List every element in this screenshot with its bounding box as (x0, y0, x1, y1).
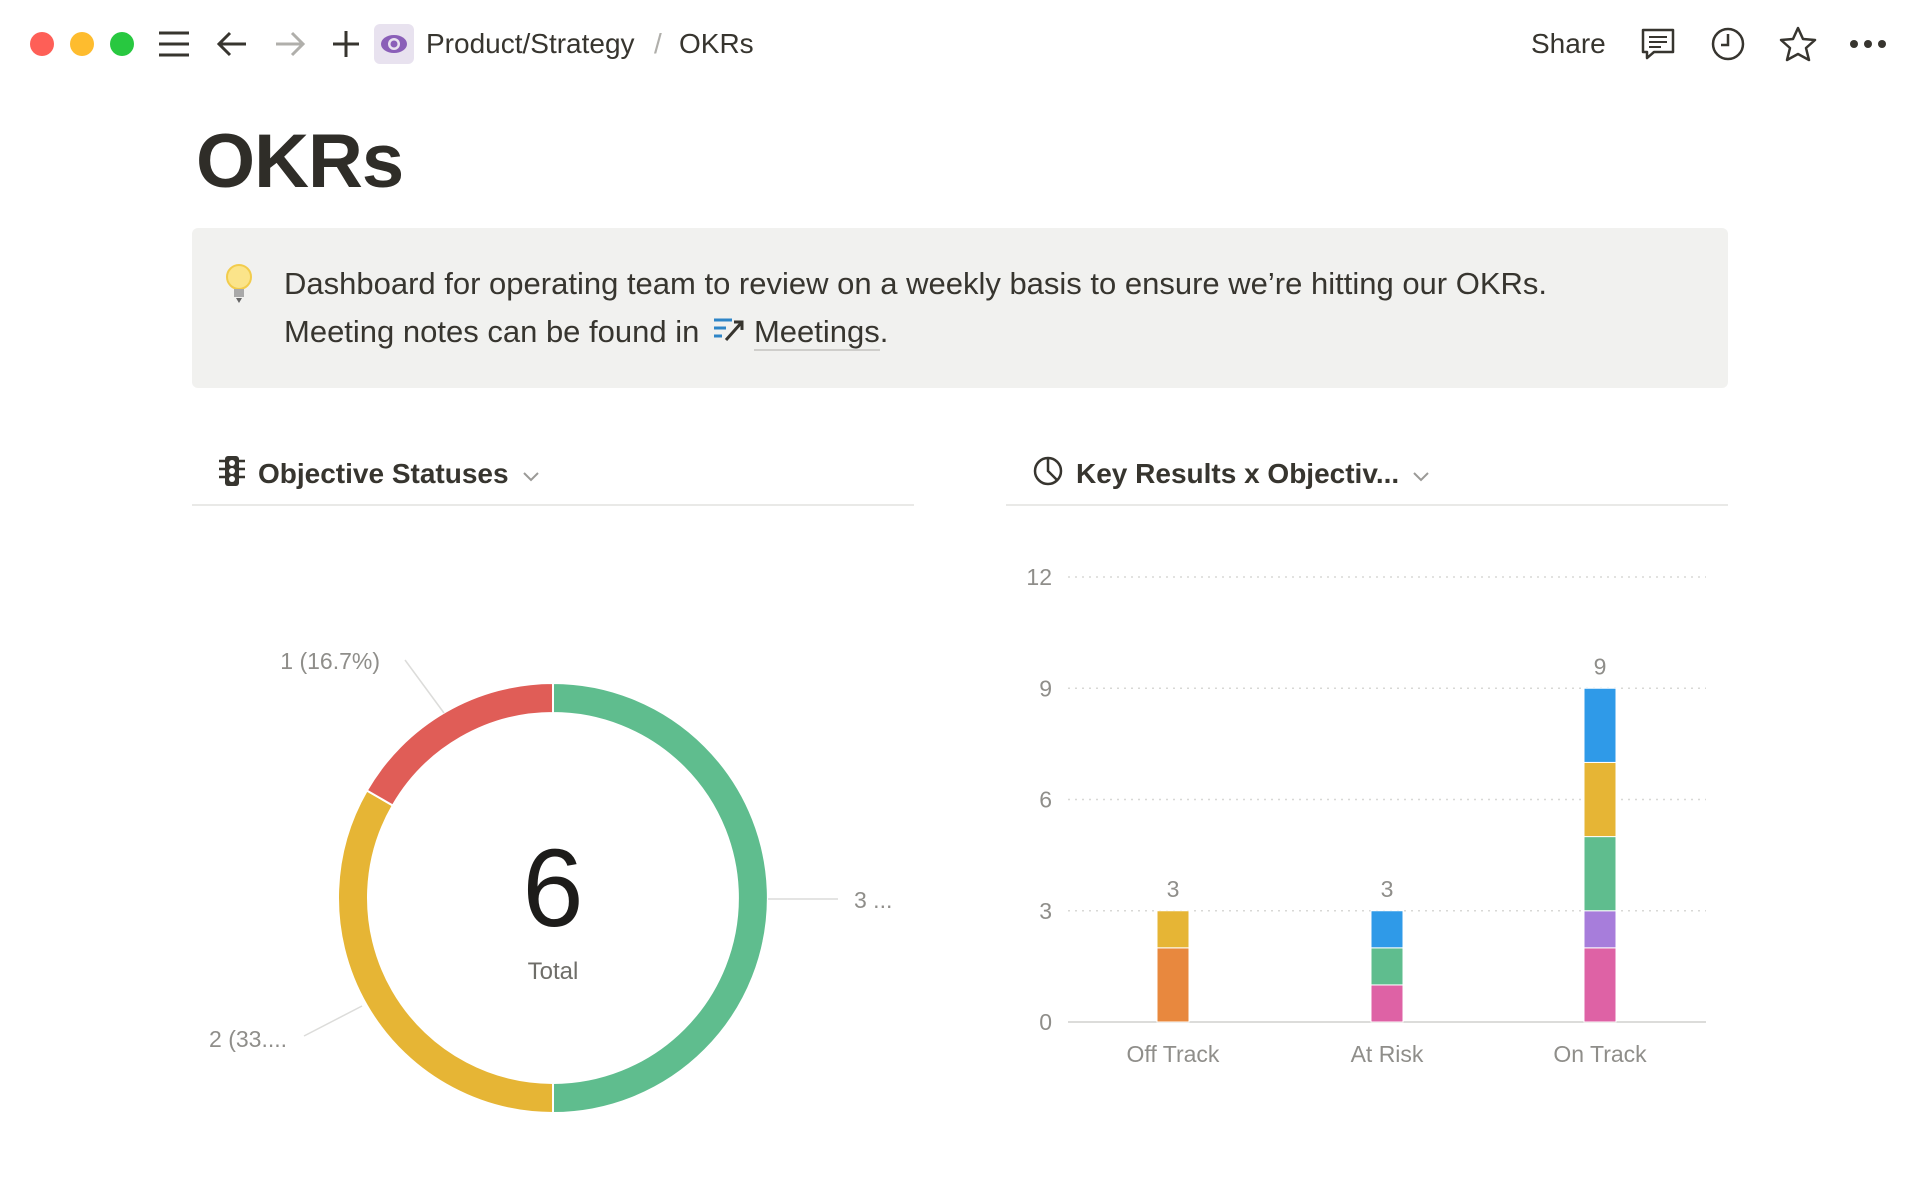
bar-segment[interactable] (1370, 984, 1404, 1023)
minimize-window-button[interactable] (70, 32, 94, 56)
breadcrumb-item-current[interactable]: OKRs (679, 28, 754, 59)
donut-total-value: 6 (522, 827, 583, 950)
back-arrow-icon[interactable] (212, 22, 252, 66)
slice-label: 3 ... (854, 887, 892, 913)
chevron-down-icon[interactable] (521, 458, 541, 490)
bar-segment[interactable] (1370, 947, 1404, 986)
bar-segment[interactable] (1156, 947, 1190, 1023)
y-tick-label: 0 (1039, 1009, 1052, 1035)
slice-label: 2 (33.... (209, 1026, 287, 1052)
y-tick-label: 6 (1039, 787, 1052, 813)
y-tick-label: 9 (1039, 675, 1052, 701)
comment-icon[interactable] (1638, 22, 1678, 66)
clock-icon[interactable] (1708, 22, 1748, 66)
forward-arrow-icon[interactable] (270, 22, 310, 66)
bar-total-label: 3 (1381, 876, 1394, 902)
page-title: OKRs (196, 119, 404, 204)
x-tick-label: On Track (1553, 1041, 1647, 1067)
close-window-button[interactable] (30, 32, 54, 56)
callout: Dashboard for operating team to review o… (192, 228, 1728, 388)
slice-leader-line (404, 659, 445, 714)
bar-segment[interactable] (1583, 761, 1617, 838)
breadcrumb-separator: / (654, 28, 662, 59)
lightbulb-icon (224, 262, 254, 311)
y-tick-label: 12 (1026, 564, 1052, 590)
callout-text-suffix: . (879, 314, 889, 349)
view-title: Objective Statuses (258, 458, 509, 489)
bar-total-label: 9 (1594, 653, 1607, 679)
view-tab-key-results[interactable]: Key Results x Objectiv... (1006, 444, 1728, 506)
plus-icon[interactable] (326, 22, 366, 66)
menu-icon[interactable] (154, 22, 194, 66)
bar-segment[interactable] (1583, 836, 1617, 912)
star-icon[interactable] (1778, 22, 1818, 66)
maximize-window-button[interactable] (110, 32, 134, 56)
bar-segment[interactable] (1583, 687, 1617, 763)
callout-text-line2: Meeting notes can be found in Meetings. (284, 312, 888, 356)
y-tick-label: 3 (1039, 898, 1052, 924)
more-icon[interactable] (1848, 22, 1888, 66)
meetings-page-icon (712, 314, 750, 356)
traffic-light-icon (218, 455, 246, 494)
x-tick-label: Off Track (1127, 1041, 1220, 1067)
donut-slice[interactable] (365, 681, 554, 807)
slice-leader-line (303, 1005, 363, 1037)
slice-label: 1 (16.7%) (280, 648, 380, 674)
eye-icon (374, 24, 414, 64)
bar-segment[interactable] (1583, 947, 1617, 1023)
callout-text-line1: Dashboard for operating team to review o… (284, 266, 1548, 301)
view-title: Key Results x Objectiv... (1076, 458, 1400, 489)
meetings-link[interactable]: Meetings (753, 314, 880, 351)
callout-text: Meeting notes can be found in (284, 314, 700, 349)
pie-chart-icon (1032, 455, 1064, 494)
bar-segment[interactable] (1370, 910, 1404, 949)
chevron-down-icon[interactable] (1411, 458, 1431, 490)
share-button[interactable]: Share (1531, 28, 1606, 59)
bar-segment[interactable] (1583, 910, 1617, 949)
x-tick-label: At Risk (1351, 1041, 1424, 1067)
breadcrumb-item[interactable]: Product/Strategy (426, 28, 635, 59)
donut-total-label: Total (528, 958, 579, 985)
view-tab-objective-statuses[interactable]: Objective Statuses (192, 444, 914, 506)
bar-segment[interactable] (1156, 910, 1190, 949)
bar-total-label: 3 (1167, 876, 1180, 902)
